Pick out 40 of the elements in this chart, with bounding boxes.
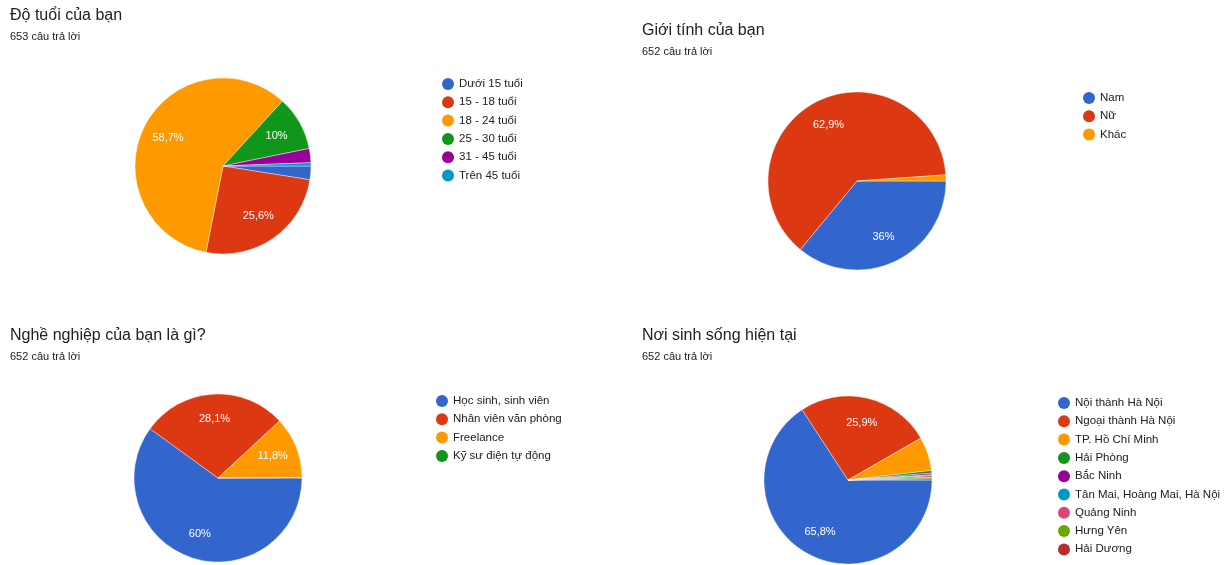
legend-label: Hải Phòng (1075, 450, 1129, 463)
legend-label: 31 - 45 tuổi (459, 150, 517, 163)
data-label: 10% (265, 128, 288, 141)
data-label: 58,7% (152, 131, 184, 144)
data-label: 11,8% (257, 449, 289, 462)
chart-title: Giới tính của bạn (642, 21, 765, 38)
chart-subtitle: 652 câu trả lời (642, 350, 713, 362)
legend-label: TP. Hồ Chí Minh (1075, 432, 1159, 445)
legend-label: Nội thành Hà Nội (1075, 396, 1163, 409)
data-label: 25,9% (846, 415, 878, 428)
data-label: 60% (188, 526, 212, 539)
chart-title: Nghề nghiệp của bạn là gì? (10, 326, 206, 343)
legend-label: Tân Mai, Hoàng Mai, Hà Nội (1075, 487, 1221, 500)
legend-label: 15 - 18 tuổi (459, 95, 517, 108)
data-label: 25,6% (242, 209, 275, 222)
data-label: 36% (872, 230, 895, 243)
legend-label: Dưới 15 tuổi (459, 77, 523, 90)
text: 653 câu trả lời (10, 30, 81, 42)
chart-title: Độ tuổi của bạn (10, 6, 123, 23)
legend-label: Nam (1100, 91, 1125, 104)
legend-label: Quảng Ninh (1075, 505, 1137, 518)
legend-label: Ngoại thành Hà Nội (1075, 414, 1176, 427)
data-label: 28,1% (198, 412, 231, 425)
legend-label: Khác (1100, 127, 1127, 140)
chart-title: Nơi sinh sống hiện tại (642, 326, 797, 343)
legend-label: Freelance (453, 430, 505, 443)
legend-label: Nữ (1100, 109, 1117, 122)
text: 652 câu trả lời (10, 350, 81, 362)
legend-label: 25 - 30 tuổi (459, 131, 517, 144)
data-label: 62,9% (812, 118, 845, 131)
text: 652 câu trả lời (642, 45, 713, 57)
legend-label: Trên 45 tuổi (459, 168, 520, 181)
legend-label: Học sinh, sinh viên (453, 394, 550, 407)
legend-label: Nhân viên văn phòng (453, 412, 562, 425)
legend-label: Hưng Yên (1075, 524, 1128, 537)
legend-label: Kỹ sư điện tự động (453, 448, 551, 461)
legend-label: 18 - 24 tuổi (459, 113, 517, 126)
legend-label: Hải Dương (1075, 542, 1132, 555)
legend-label: Bắc Ninh (1075, 469, 1122, 482)
data-label: 65,8% (804, 524, 836, 537)
